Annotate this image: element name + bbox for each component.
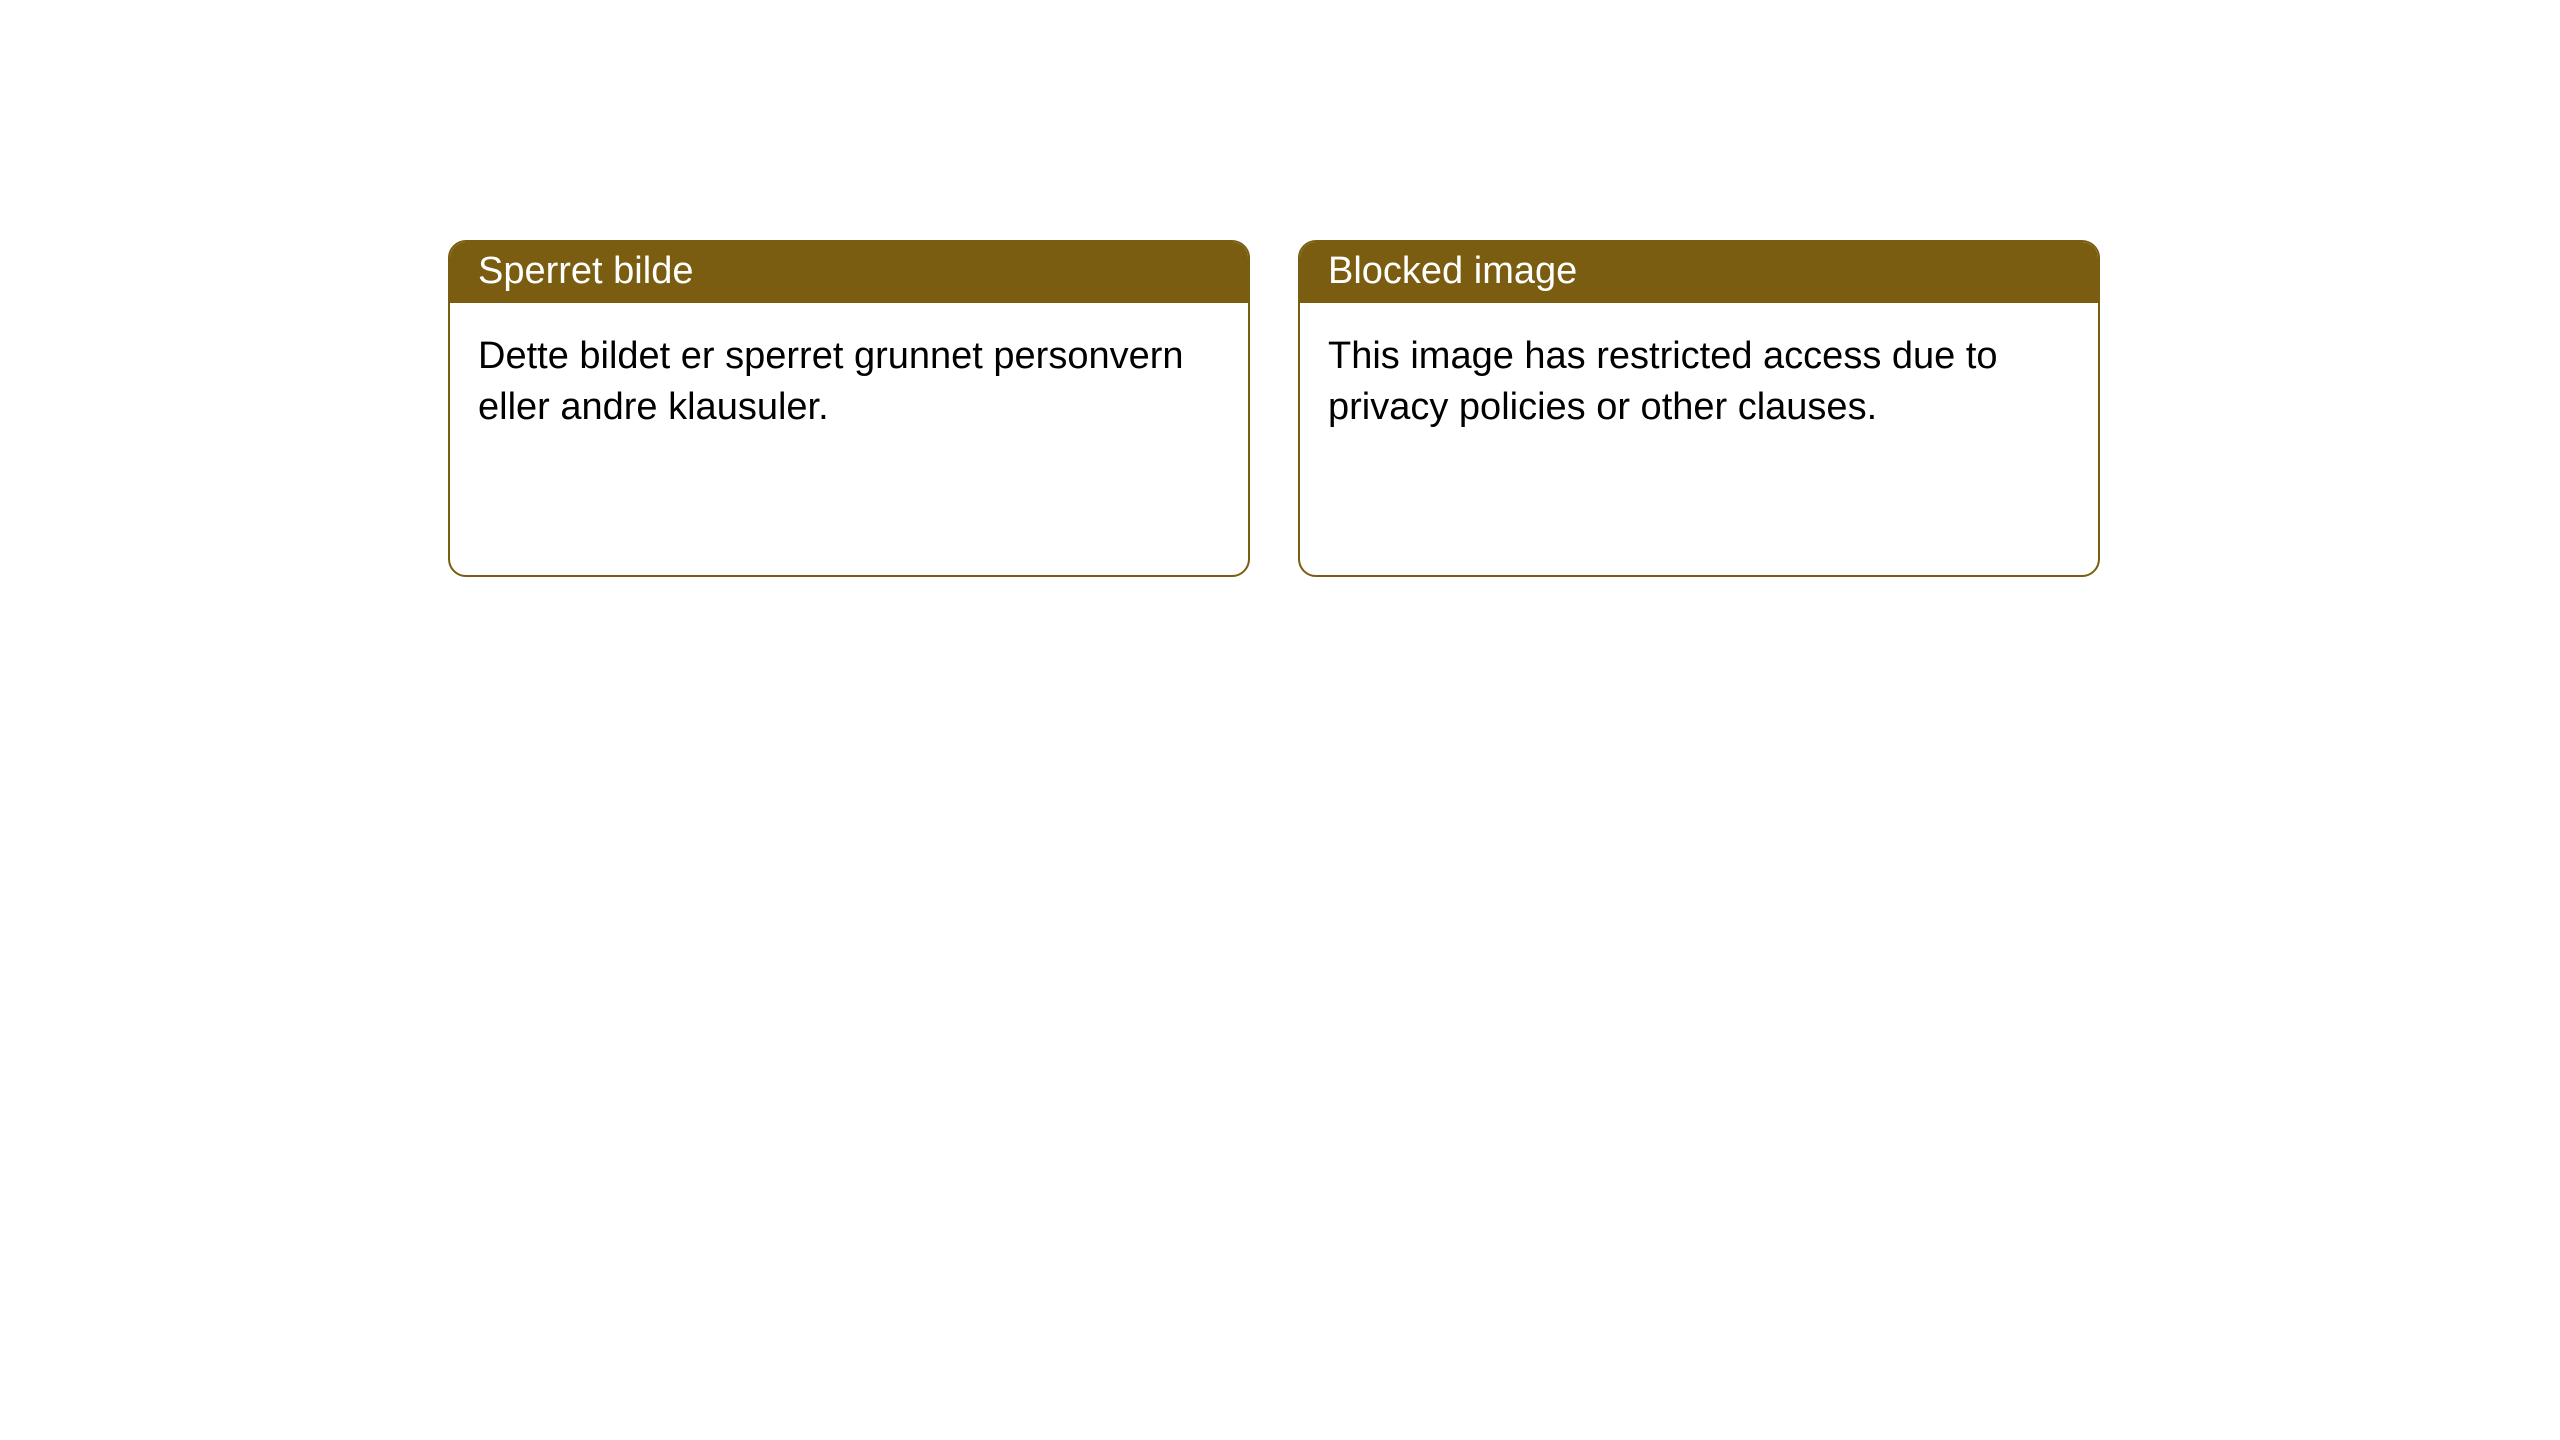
notice-title: Blocked image	[1300, 242, 2098, 303]
notice-body: This image has restricted access due to …	[1300, 303, 2098, 575]
notice-title: Sperret bilde	[450, 242, 1248, 303]
notice-card-english: Blocked image This image has restricted …	[1298, 240, 2100, 577]
notice-body: Dette bildet er sperret grunnet personve…	[450, 303, 1248, 575]
notice-card-norwegian: Sperret bilde Dette bildet er sperret gr…	[448, 240, 1250, 577]
notice-container: Sperret bilde Dette bildet er sperret gr…	[0, 0, 2560, 577]
